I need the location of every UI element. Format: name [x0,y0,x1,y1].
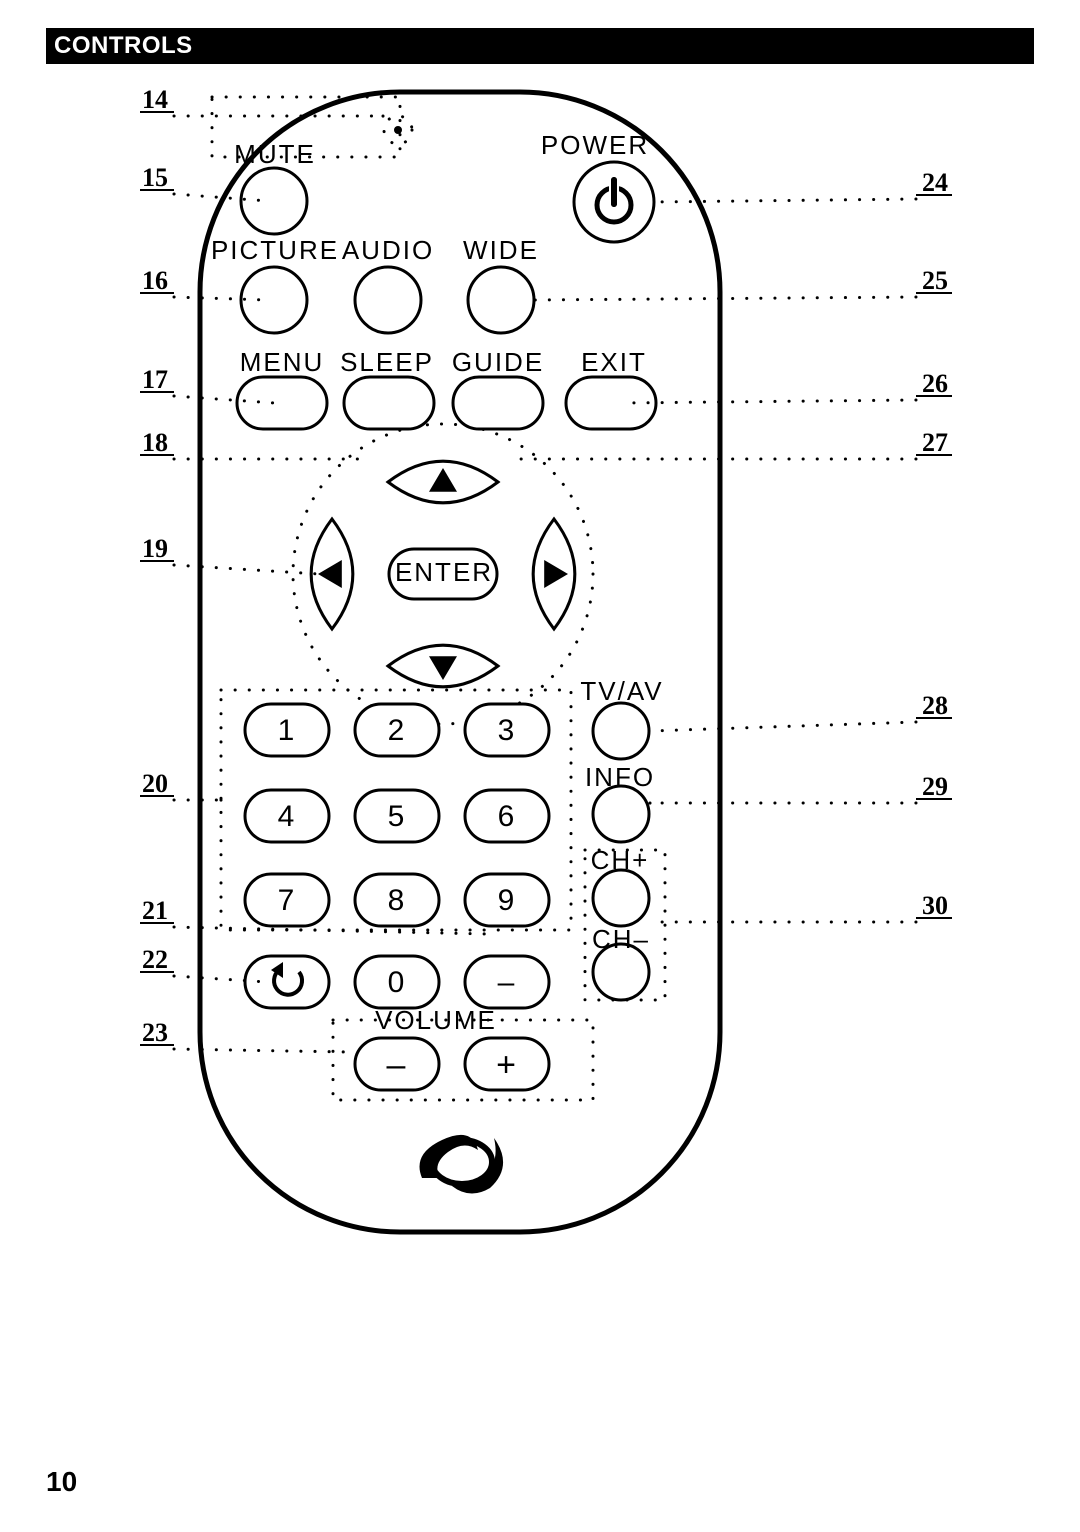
picture-button [241,267,307,333]
menu-button [237,377,327,429]
sleep-button [344,377,434,429]
ir-sensor-dot [394,126,402,134]
callout-22: 22 [142,945,168,974]
chplus-label: CH+ [591,845,650,875]
volume-label: VOLUME [375,1005,497,1035]
digit-9-label: 9 [498,884,517,917]
callout-19: 19 [142,534,168,563]
callout-30: 30 [922,891,948,920]
digit-7-label: 7 [278,884,297,917]
callout-28: 28 [922,691,948,720]
exit-label: EXIT [581,347,647,377]
callout-16: 16 [142,266,168,295]
callout-27: 27 [922,428,948,457]
callout-18: 18 [142,428,168,457]
callout-25: 25 [922,266,948,295]
digit-5-label: 5 [388,800,407,833]
vol-plus-label: + [496,1046,518,1084]
callout-15: 15 [142,163,168,192]
callout-21: 21 [142,896,168,925]
ch-plus-button [593,870,649,926]
digit-4-label: 4 [278,800,297,833]
mute-label: MUTE [234,139,316,169]
exit-button [566,377,656,429]
digit-1-label: 1 [278,714,297,747]
mute-button [241,168,307,234]
sleep-label: SLEEP [340,347,434,377]
callout-23: 23 [142,1018,168,1047]
power-label: POWER [541,130,649,160]
vol-minus-label: – [387,1046,408,1084]
chminus-label: CH– [592,924,650,954]
digit-–-label: – [498,966,517,999]
guide-label: GUIDE [452,347,544,377]
tvav-label: TV/AV [580,676,663,706]
wide-label: WIDE [463,235,539,265]
digit-3-label: 3 [498,714,517,747]
audio-label: AUDIO [342,235,434,265]
digit-0-label: 0 [388,966,407,999]
digit-8-label: 8 [388,884,407,917]
tvav-button [593,703,649,759]
audio-button [355,267,421,333]
digit-6-label: 6 [498,800,517,833]
menu-label: MENU [240,347,325,377]
callout-26: 26 [922,369,948,398]
callout-17: 17 [142,365,168,394]
callout-14: 14 [142,85,168,114]
wide-button [468,267,534,333]
callout-24: 24 [922,168,948,197]
callout-29: 29 [922,772,948,801]
enter-label: ENTER [395,557,493,587]
picture-label: PICTURE [211,235,339,265]
remote-diagram: 1234567890––+MUTEPOWERPICTUREAUDIOWIDEME… [0,0,1080,1532]
callout-20: 20 [142,769,168,798]
info-button [593,786,649,842]
digit-2-label: 2 [388,714,407,747]
guide-button [453,377,543,429]
info-label: INFO [585,762,655,792]
